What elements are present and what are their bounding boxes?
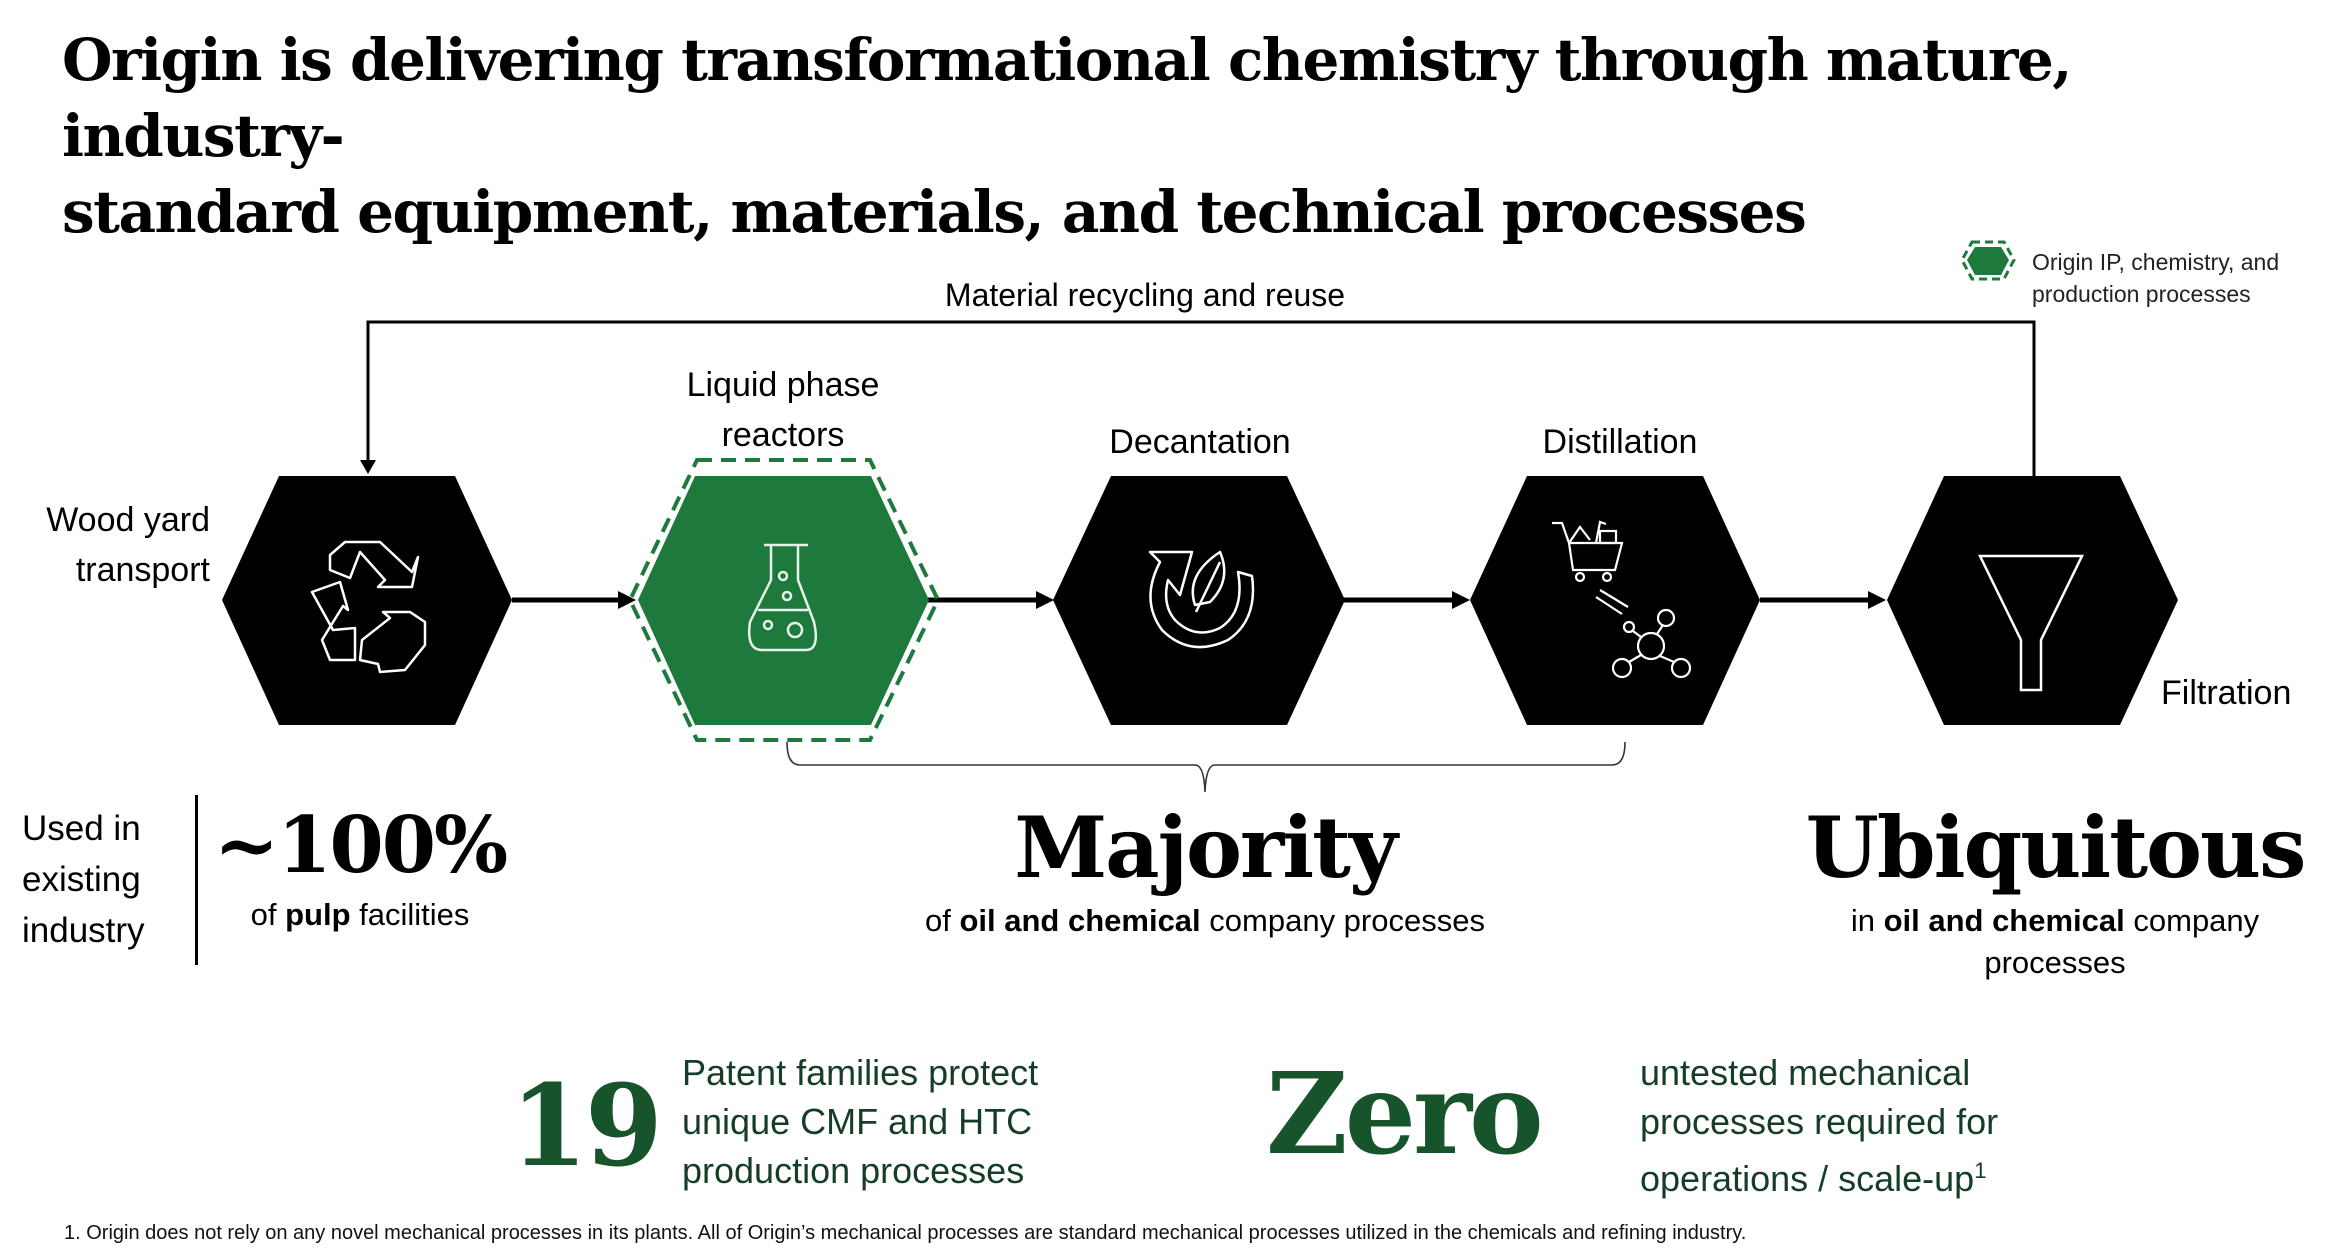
patents-description: Patent families protect unique CMF and H… (682, 1048, 1038, 1195)
leaf-cycle-icon (1148, 550, 1255, 649)
step-label-liquid-phase-reactors: Liquid phase reactors (633, 360, 933, 460)
flow-arrows (512, 591, 1886, 609)
zero-description-line: operations / scale-up1 (1640, 1158, 1987, 1199)
stat-majority-caption: of oil and chemical company processes (925, 903, 1485, 938)
patents-count: 19 (510, 1061, 663, 1192)
slide-title-line-1: Origin is delivering transformational ch… (62, 26, 2073, 170)
step-label-line: Liquid phase (686, 366, 880, 404)
step-hexagon-decantation (1053, 476, 1345, 725)
step-label-decantation: Decantation (1109, 423, 1291, 461)
step-label-distillation: Distillation (1542, 423, 1698, 461)
step-hexagon-filtration (1887, 476, 2178, 725)
legend-hexagon-icon (1960, 240, 2016, 281)
flask-icon (748, 543, 817, 652)
funnel-icon (1977, 554, 2085, 692)
stat-pulp-caption: of pulp facilities (250, 897, 470, 932)
step-hexagon-liquid-phase-reactors (627, 458, 941, 742)
zero-description-line: processes required for (1640, 1101, 1999, 1142)
step-label-line: Wood yard (46, 501, 210, 539)
zero-description: untested mechanical processes required f… (1640, 1048, 1998, 1203)
footnote-ref: 1 (1974, 1158, 1987, 1183)
patents-description-line: production processes (682, 1150, 1025, 1191)
stat-ubiquitous-caption: in oil and chemical company (1850, 903, 2260, 938)
stat-majority: Majority of oil and chemical company pro… (880, 796, 1530, 942)
recycle-loop-connector (360, 320, 2036, 476)
patents-description-line: unique CMF and HTC (682, 1101, 1033, 1142)
recycling-loop-label: Material recycling and reuse (944, 277, 1346, 313)
legend-label: Origin IP, chemistry, and production pro… (2032, 246, 2279, 310)
legend-label-line-1: Origin IP, chemistry, and (2032, 249, 2280, 275)
stat-ubiquitous: Ubiquitous in oil and chemical company p… (1790, 796, 2320, 984)
slide-title-line-2: standard equipment, materials, and techn… (62, 178, 1807, 246)
stat-pulp-value: ~100% (213, 800, 508, 891)
footnote: 1. Origin does not rely on any novel mec… (64, 1222, 1747, 1244)
step-label-line: transport (75, 551, 210, 589)
cart-molecule-icon (1552, 520, 1692, 679)
slide-title: Origin is delivering transformational ch… (62, 22, 2322, 250)
grouping-brace (786, 741, 1626, 793)
recycle-icon (310, 540, 427, 674)
stats-divider (195, 795, 198, 965)
stat-ubiquitous-caption-line-2: processes (1984, 945, 2126, 980)
stats-row-label: Used in existing industry (22, 803, 145, 956)
stat-majority-value: Majority (1014, 798, 1398, 897)
zero-description-line: untested mechanical (1640, 1052, 1971, 1093)
step-label-filtration: Filtration (2161, 674, 2292, 712)
patents-description-line: Patent families protect (682, 1052, 1039, 1093)
stat-pulp: ~100% of pulp facilities (205, 798, 515, 936)
step-hexagon-wood-yard (222, 476, 512, 725)
legend-label-line-2: production processes (2032, 281, 2251, 307)
step-label-wood-yard: Wood yard transport (10, 495, 210, 595)
stat-ubiquitous-value: Ubiquitous (1805, 798, 2307, 897)
step-hexagon-distillation (1470, 476, 1760, 725)
zero-untested-value: Zero (1266, 1049, 1544, 1180)
stats-row-label-line: Used in (22, 809, 141, 848)
step-label-line: reactors (721, 416, 845, 454)
stats-row-label-line: existing (22, 860, 141, 899)
stats-row-label-line: industry (22, 911, 145, 950)
